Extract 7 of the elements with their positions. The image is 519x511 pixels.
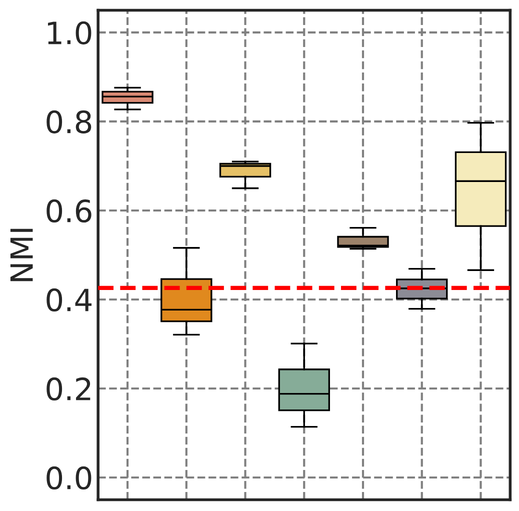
y-tick-label: 0.6 xyxy=(46,199,92,223)
y-tick-label: 0.4 xyxy=(46,288,92,312)
y-tick-label: 0.0 xyxy=(46,466,92,490)
y-axis-title: NMI xyxy=(10,228,33,282)
y-tick-label: 0.2 xyxy=(46,377,90,401)
y-tick-label: 0.8 xyxy=(46,110,92,134)
y-tick-label: 1.0 xyxy=(48,21,92,45)
